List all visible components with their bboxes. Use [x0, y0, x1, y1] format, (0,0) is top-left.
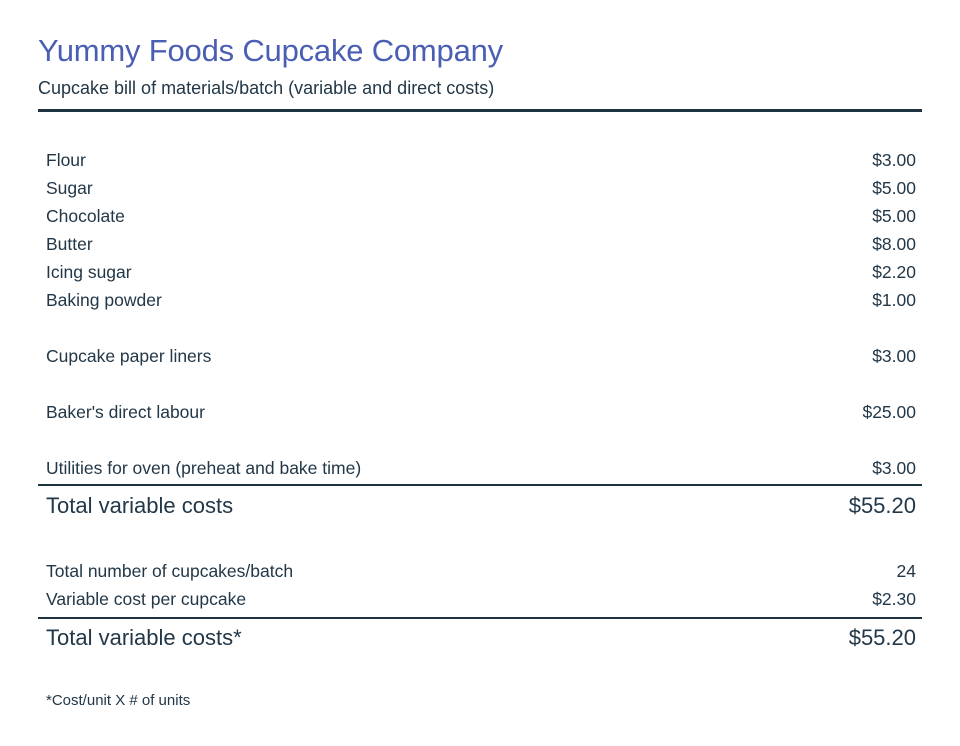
- other-costs-section: Cupcake paper liners $3.00 Baker's direc…: [38, 342, 922, 482]
- total-label: Total variable costs: [46, 493, 234, 518]
- table-row: Cupcake paper liners $3.00: [38, 342, 922, 370]
- total-variable-costs-starred-row: Total variable costs* $55.20: [38, 621, 922, 655]
- footnote: *Cost/unit X # of units: [46, 692, 191, 709]
- row-label: Baker's direct labour: [46, 402, 205, 422]
- table-row: Icing sugar $2.20: [38, 258, 922, 286]
- page-subtitle: Cupcake bill of materials/batch (variabl…: [38, 78, 495, 98]
- page-title: Yummy Foods Cupcake Company: [38, 33, 503, 68]
- table-row: Flour $3.00: [38, 146, 922, 174]
- table-row: Butter $8.00: [38, 230, 922, 258]
- row-label: Flour: [46, 150, 86, 170]
- table-row: Baking powder $1.00: [38, 286, 922, 314]
- row-value: $1.00: [872, 290, 916, 310]
- row-value: $5.00: [872, 206, 916, 226]
- row-value: $5.00: [872, 178, 916, 198]
- header-divider: [38, 109, 922, 112]
- total-starred-divider: [38, 617, 922, 619]
- table-row: Utilities for oven (preheat and bake tim…: [38, 454, 922, 482]
- row-label: Total number of cupcakes/batch: [46, 561, 294, 581]
- row-value: $2.20: [872, 262, 916, 282]
- total-variable-costs-row: Total variable costs $55.20: [38, 489, 922, 523]
- row-value: $3.00: [872, 458, 916, 478]
- table-row: Total number of cupcakes/batch 24: [38, 557, 922, 585]
- row-value: $3.00: [872, 346, 916, 366]
- row-label: Variable cost per cupcake: [46, 589, 247, 609]
- total-divider: [38, 484, 922, 486]
- total-starred-label: Total variable costs*: [46, 625, 242, 650]
- total-starred-value: $55.20: [848, 625, 916, 650]
- row-value: $25.00: [862, 402, 916, 422]
- row-label: Sugar: [46, 178, 93, 198]
- row-label: Baking powder: [46, 290, 162, 310]
- bill-of-materials-document: Yummy Foods Cupcake Company Cupcake bill…: [38, 33, 922, 709]
- row-value: $2.30: [872, 589, 916, 609]
- per-unit-section: Total number of cupcakes/batch 24 Variab…: [38, 557, 922, 613]
- total-value: $55.20: [848, 493, 916, 518]
- row-label: Utilities for oven (preheat and bake tim…: [46, 458, 362, 478]
- table-row: Variable cost per cupcake $2.30: [38, 585, 922, 613]
- row-label: Chocolate: [46, 206, 125, 226]
- row-value: $8.00: [872, 234, 916, 254]
- table-row: Chocolate $5.00: [38, 202, 922, 230]
- row-value: 24: [896, 561, 916, 581]
- ingredient-cost-section: Flour $3.00 Sugar $5.00 Chocolate $5.00 …: [38, 146, 922, 314]
- row-label: Icing sugar: [46, 262, 132, 282]
- table-row: Baker's direct labour $25.00: [38, 398, 922, 426]
- row-label: Cupcake paper liners: [46, 346, 212, 366]
- row-label: Butter: [46, 234, 93, 254]
- table-row: Sugar $5.00: [38, 174, 922, 202]
- row-value: $3.00: [872, 150, 916, 170]
